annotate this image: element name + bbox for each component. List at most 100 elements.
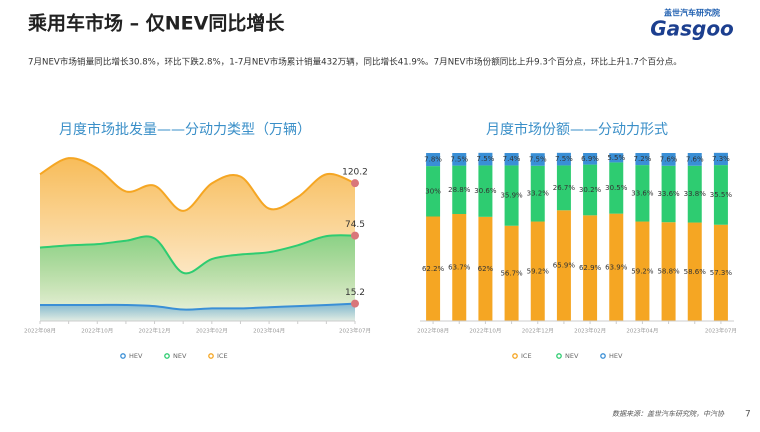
bar-segment [687,153,702,166]
value-label: 30.2% [579,186,602,194]
value-label: 62% [478,265,494,273]
x-tick-label: 2022年08月 [24,327,56,335]
value-label: 26.7% [553,184,576,192]
value-label: 7.5% [529,155,547,163]
bar-segment [426,153,441,167]
bar-segment [635,165,650,222]
value-label: 62.2% [422,265,445,273]
bar-segment [452,213,467,321]
value-label: 58.8% [657,268,680,276]
logo-en: Gasgoo [650,17,734,41]
bar-segment [635,221,650,321]
value-label: 120.2 [342,168,368,178]
value-label: 33.6% [657,190,680,198]
x-tick-label: 2023年04月 [626,327,658,335]
x-tick-label: 2022年10月 [469,327,501,335]
x-tick-label: 2023年07月 [705,327,737,335]
page-number: 7 [745,410,751,420]
x-tick-label: 2023年02月 [196,327,228,335]
bar-segment [452,165,467,214]
line [40,302,356,311]
bar-segment [426,166,441,217]
value-label: 74.5 [345,220,365,230]
value-label: 59.2% [527,267,550,275]
value-label: 35.5% [710,191,733,199]
legend-label: ICE [217,352,228,360]
bar-segment [556,210,571,321]
legend-marker [600,353,606,359]
legend-label: HEV [129,352,143,360]
value-label: 7.8% [424,156,442,164]
bar-segment [583,153,598,165]
value-label: 6.9% [581,155,599,163]
bar-segment [687,165,702,223]
value-label: 57.3% [710,269,733,277]
x-tick-label: 2023年02月 [574,327,606,335]
value-label: 62.9% [579,264,602,272]
bar-segment [687,222,702,321]
value-label: 7.4% [503,155,521,163]
bar-segment [661,222,676,321]
end-marker [351,299,359,308]
chart-title: 月度市场份额——分动力形式 [486,121,668,138]
line [39,157,356,212]
logo-cn: 盖世汽车研究院 [664,8,720,18]
value-label: 30.6% [474,187,497,195]
bar-segment [609,213,624,321]
bar-segment [583,215,598,321]
legend-marker [120,353,126,359]
value-label: 63.9% [605,263,628,271]
bar-segment [583,164,598,216]
value-label: 58.6% [684,268,707,276]
value-label: 33.6% [631,189,654,197]
value-label: 65.9% [553,262,576,270]
value-label: 63.7% [448,263,471,271]
x-tick-label: 2023年07月 [339,327,371,335]
bar-segment [530,221,545,321]
end-marker [351,179,359,188]
value-label: 30.5% [605,184,628,192]
bar-segment [661,153,676,166]
bar-segment [478,152,493,166]
legend-marker [556,353,562,359]
x-tick-label: 2023年04月 [253,327,285,335]
bar-segment [609,153,624,163]
value-label: 59.2% [631,267,654,275]
bar-segment [478,216,493,321]
x-tick-label: 2022年10月 [81,327,113,335]
bar-segment [661,165,676,223]
legend-marker [208,353,214,359]
value-label: 7.6% [686,155,704,163]
x-tick-label: 2022年12月 [522,327,554,335]
bar-segment [504,153,519,166]
legend-label: NEV [173,352,187,360]
value-label: 56.7% [500,269,523,277]
bar-segment [452,153,467,166]
value-label: 15.2 [345,288,365,298]
bar-segment [609,162,624,214]
value-label: 33.8% [684,190,707,198]
value-label: 30% [425,187,441,195]
legend-marker [164,353,170,359]
bar-segment [504,165,519,226]
end-marker [351,231,359,240]
source: 数据来源：盖世汽车研究院，中汽协 [612,410,725,418]
bar-segment [478,165,493,217]
value-label: 7.5% [450,155,468,163]
bar-segment [530,153,545,166]
value-label: 7.6% [660,155,678,163]
value-label: 5.5% [607,154,625,162]
x-tick-label: 2022年08月 [417,327,449,335]
bar-segment [504,225,519,321]
bar-segment [713,152,728,166]
subtitle: 7月NEV市场销量同比增长30.8%，环比下跌2.8%，1-7月NEV市场累计销… [28,56,682,68]
bar-segment [556,152,571,166]
area [40,235,355,321]
value-label: 7.5% [477,155,495,163]
bar-segment [713,165,728,225]
legend-label: HEV [609,352,623,360]
value-label: 7.3% [712,155,730,163]
bar-segment [713,224,728,321]
